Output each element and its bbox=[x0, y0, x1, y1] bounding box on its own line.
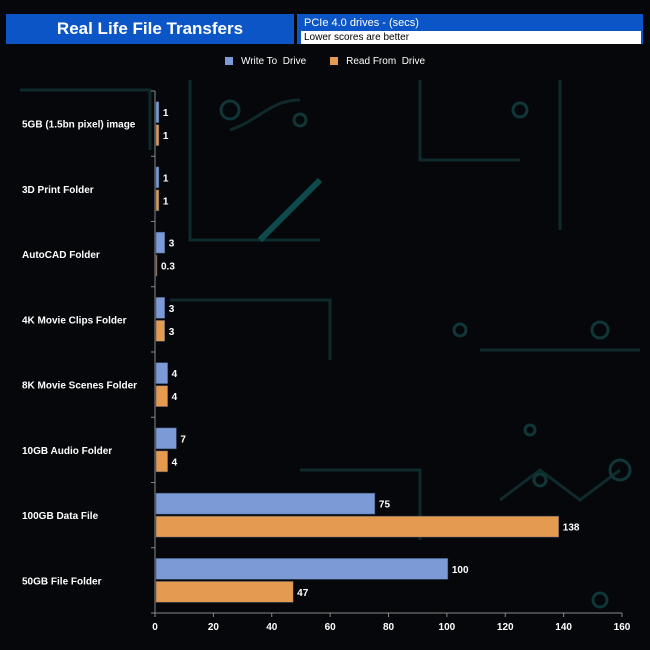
value-label: 100 bbox=[452, 565, 469, 576]
x-tick-label: 40 bbox=[266, 622, 278, 633]
bar-write bbox=[155, 362, 168, 384]
bar-read bbox=[155, 320, 166, 342]
category-label: 4K Movie Clips Folder bbox=[22, 315, 127, 326]
value-label: 3 bbox=[169, 239, 175, 250]
value-label: 0.3 bbox=[161, 262, 175, 273]
category-label: 3D Print Folder bbox=[22, 185, 94, 196]
circuit-trace bbox=[418, 80, 520, 162]
bar-write bbox=[155, 558, 449, 580]
chart-title: Real Life File Transfers bbox=[6, 14, 294, 44]
x-tick-label: 80 bbox=[383, 622, 395, 633]
bar-write bbox=[155, 231, 166, 254]
value-label: 75 bbox=[379, 500, 391, 511]
bar-read bbox=[155, 385, 168, 407]
legend-label-read: Read From Drive bbox=[346, 55, 426, 67]
value-label: 47 bbox=[297, 588, 309, 599]
circuit-trace bbox=[257, 177, 323, 243]
circuit-trace bbox=[188, 80, 320, 242]
circuit-node bbox=[219, 99, 241, 121]
value-label: 3 bbox=[169, 327, 175, 338]
x-tick-label: 60 bbox=[325, 622, 337, 633]
category-label: 10GB Audio Folder bbox=[22, 446, 112, 457]
x-tick-label: 0 bbox=[152, 622, 158, 633]
legend-swatch-write bbox=[224, 57, 233, 65]
category-label: 100GB Data File bbox=[22, 511, 99, 522]
chart-subtitle: PCIe 4.0 drives - (secs) bbox=[301, 16, 641, 30]
bar-write bbox=[155, 427, 177, 450]
circuit-node bbox=[591, 591, 609, 609]
category-label: 5GB (1.5bn pixel) image bbox=[22, 120, 136, 131]
circuit-background-decoration bbox=[20, 80, 640, 609]
bar-write bbox=[155, 166, 160, 189]
circuit-trace bbox=[229, 98, 301, 132]
x-tick-label: 120 bbox=[497, 622, 514, 633]
value-label: 1 bbox=[163, 131, 169, 142]
bar-read bbox=[155, 450, 168, 473]
legend-label-write: Write To Drive bbox=[240, 55, 307, 67]
legend-item-write: Write To Drive bbox=[224, 55, 307, 67]
value-label: 4 bbox=[172, 392, 178, 403]
bar-read bbox=[155, 254, 158, 277]
value-label: 3 bbox=[169, 304, 175, 315]
value-label: 1 bbox=[163, 108, 169, 119]
category-label: 8K Movie Scenes Folder bbox=[22, 381, 137, 392]
bar-write bbox=[155, 101, 160, 123]
circuit-node bbox=[292, 112, 308, 128]
bar-read bbox=[155, 515, 560, 538]
x-tick-label: 160 bbox=[614, 622, 631, 633]
value-label: 1 bbox=[163, 196, 169, 207]
bar-read bbox=[155, 581, 294, 603]
chart-legend: Write To Drive Read From Drive bbox=[0, 54, 650, 68]
value-label: 1 bbox=[163, 173, 169, 184]
circuit-trace bbox=[499, 468, 621, 502]
legend-item-read: Read From Drive bbox=[330, 56, 425, 67]
circuit-trace bbox=[170, 298, 332, 360]
value-label: 138 bbox=[563, 523, 580, 534]
circuit-trace bbox=[20, 88, 152, 150]
bar-read bbox=[155, 189, 160, 212]
circuit-node bbox=[532, 472, 548, 488]
circuit-node bbox=[452, 322, 468, 338]
bar-write bbox=[155, 492, 376, 515]
category-label: AutoCAD Folder bbox=[22, 250, 100, 261]
legend-swatch-read bbox=[330, 57, 339, 65]
value-label: 4 bbox=[172, 369, 178, 380]
circuit-trace bbox=[300, 468, 422, 540]
circuit-node bbox=[608, 458, 632, 482]
x-tick-label: 100 bbox=[439, 622, 456, 633]
circuit-node bbox=[511, 101, 529, 119]
circuit-node bbox=[523, 423, 537, 437]
category-label: 50GB File Folder bbox=[22, 576, 102, 587]
value-label: 4 bbox=[172, 457, 178, 468]
circuit-node bbox=[590, 320, 610, 340]
bar-write bbox=[155, 297, 166, 319]
x-tick-label: 20 bbox=[208, 622, 220, 633]
value-label: 7 bbox=[180, 434, 186, 445]
x-tick-label: 140 bbox=[555, 622, 572, 633]
chart-note: Lower scores are better bbox=[301, 31, 641, 44]
bar-read bbox=[155, 124, 160, 146]
